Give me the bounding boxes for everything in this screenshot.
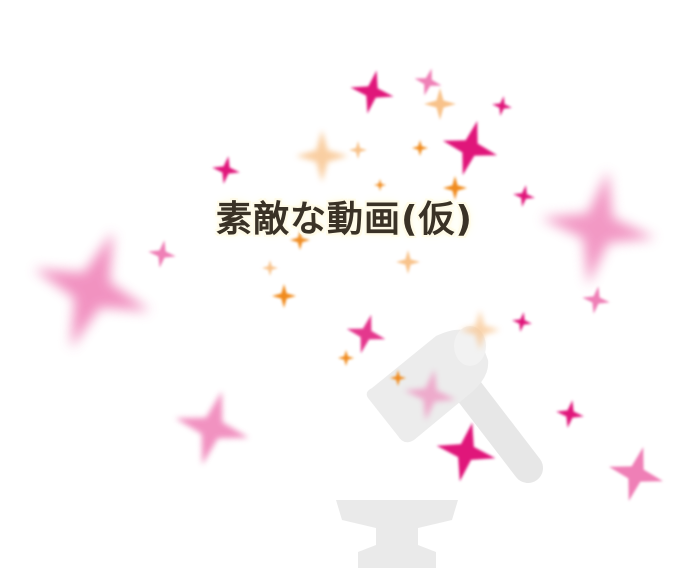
sparkle-icon (349, 141, 367, 159)
sparkle-icon (390, 370, 406, 386)
sparkle-icon (350, 70, 394, 114)
page-title: 素敵な動画(仮) (216, 199, 473, 240)
sparkle-icon (338, 350, 354, 366)
sparkle-group (33, 68, 664, 502)
sparkle-icon (296, 130, 348, 182)
sparkle-icon (346, 314, 386, 354)
sparkle-icon (436, 422, 496, 482)
sparkle-icon (414, 68, 442, 96)
sparkle-icon (442, 120, 498, 176)
sparkle-icon (396, 250, 420, 274)
sparkle-icon (404, 369, 456, 421)
sparkle-icon (608, 446, 664, 502)
sparkle-icon (212, 156, 240, 184)
sparkle-icon (460, 310, 500, 350)
sparkle-icon (492, 96, 512, 116)
sparkle-icon (424, 88, 456, 120)
sparkle-icon (374, 179, 386, 191)
sparkle-icon (290, 230, 310, 250)
sparkle-icon (513, 185, 535, 207)
sparkle-icon (540, 170, 656, 286)
sparkle-icon (443, 176, 467, 200)
sparkle-icon (262, 260, 278, 276)
sparkle-icon (412, 140, 428, 156)
sparkle-icon (512, 312, 532, 332)
sparkle-icon (556, 400, 584, 428)
anvil-icon (336, 500, 458, 568)
sparkle-icon (582, 286, 610, 314)
sparkle-icon (175, 391, 249, 465)
sparkle-icon (148, 240, 176, 268)
sparkle-icon (272, 284, 296, 308)
sparkle-icon (33, 231, 151, 349)
